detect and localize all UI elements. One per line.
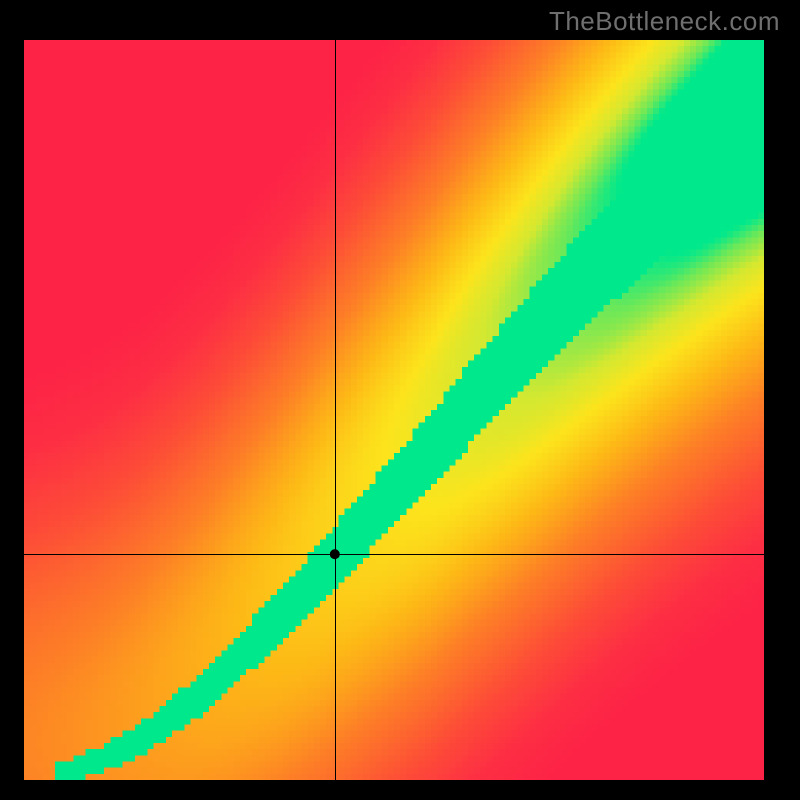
crosshair-overlay <box>24 40 764 780</box>
watermark-text: TheBottleneck.com <box>549 6 780 37</box>
plot-area <box>24 40 764 780</box>
stage: TheBottleneck.com <box>0 0 800 800</box>
